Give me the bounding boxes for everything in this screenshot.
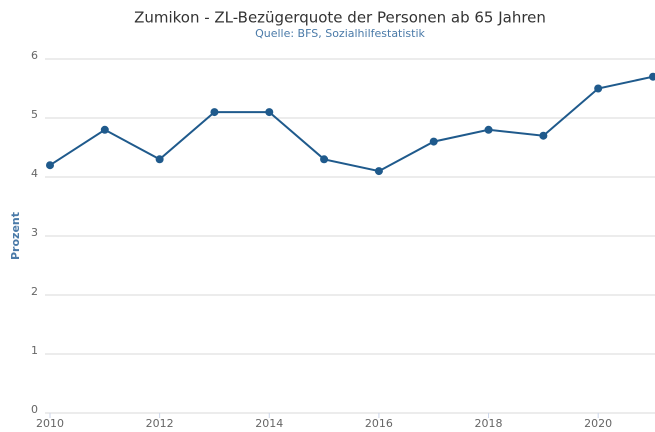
point <box>649 72 655 81</box>
chart-subtitle: Quelle: BFS, Sozialhilfestatistik <box>255 27 425 40</box>
point <box>155 155 164 164</box>
x-tick-label: 2018 <box>475 417 503 430</box>
point <box>484 125 493 134</box>
x-tick-label: 2012 <box>146 417 174 430</box>
x-tick-label: 2014 <box>255 417 283 430</box>
x-tick-label: 2010 <box>36 417 64 430</box>
y-tick-label: 1 <box>31 344 38 357</box>
line <box>49 75 654 173</box>
y-tick-label: 4 <box>31 167 38 180</box>
point <box>374 167 383 176</box>
point <box>594 84 603 93</box>
x-tick-label: 2020 <box>584 417 612 430</box>
point <box>320 155 329 164</box>
point <box>100 125 109 134</box>
y-tick-label: 0 <box>31 403 38 416</box>
y-tick-label: 5 <box>31 108 38 121</box>
y-tick-label: 3 <box>31 226 38 239</box>
y-tick-label: 2 <box>31 285 38 298</box>
y-axis-label: Prozent <box>9 212 22 260</box>
point <box>210 108 219 117</box>
point <box>429 137 438 146</box>
point <box>265 108 274 117</box>
y-tick-label: 6 <box>31 49 38 62</box>
chart-title: Zumikon - ZL-Bezügerquote der Personen a… <box>134 9 546 27</box>
point <box>46 161 54 170</box>
x-tick-label: 2016 <box>365 417 393 430</box>
point <box>539 131 548 140</box>
